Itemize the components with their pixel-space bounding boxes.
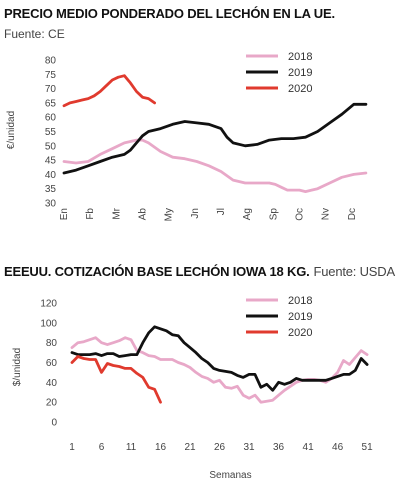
chart1-title: PRECIO MEDIO PONDERADO DEL LECHÓN EN LA … xyxy=(4,6,335,21)
chart2-legend-label-2020: 2020 xyxy=(288,327,312,339)
chart2-y-tick-label: 0 xyxy=(51,418,57,429)
chart1-y-tick-label: 80 xyxy=(45,56,57,67)
chart1-y-axis-label: €/unidad xyxy=(6,111,17,149)
chart2-title: EEEUU. COTIZACIÓN BASE LECHÓN IOWA 18 KG… xyxy=(4,264,395,279)
chart2-source: Fuente: USDA xyxy=(313,264,396,279)
chart2-x-tick-label: 1 xyxy=(69,442,75,453)
chart1-y-tick-label: 55 xyxy=(45,127,57,138)
chart1-y-tick-label: 50 xyxy=(45,141,57,152)
chart1-y-tick-label: 35 xyxy=(45,184,57,195)
chart1-legend-label-2019: 2019 xyxy=(288,67,312,79)
chart2-title-text: EEEUU. COTIZACIÓN BASE LECHÓN IOWA 18 KG… xyxy=(4,264,310,279)
chart2-x-tick-label: 21 xyxy=(184,442,196,453)
chart2-x-axis-label: Semanas xyxy=(209,470,251,481)
chart2-x-tick-label: 16 xyxy=(155,442,167,453)
chart2-x-tick-label: 11 xyxy=(126,442,137,453)
chart2-y-tick-label: 100 xyxy=(40,318,57,329)
chart1-y-tick-label: 45 xyxy=(45,156,57,167)
chart1-y-tick-label: 70 xyxy=(45,84,57,95)
chart1-x-tick-label: Oc xyxy=(295,208,306,221)
chart2-x-tick-label: 36 xyxy=(273,442,285,453)
chart1-legend-label-2020: 2020 xyxy=(288,83,312,95)
chart2-x-tick-label: 6 xyxy=(99,442,105,453)
chart1-legend-label-2018: 2018 xyxy=(288,51,312,63)
chart2-legend-label-2018: 2018 xyxy=(288,295,312,307)
chart1-x-tick-label: Jn xyxy=(190,208,201,219)
chart2-y-tick-label: 120 xyxy=(40,299,57,310)
chart2-y-tick-label: 20 xyxy=(46,398,58,409)
chart1-series-2019-line xyxy=(62,102,368,175)
chart1-y-tick-label: 30 xyxy=(45,199,57,210)
chart2-x-tick-label: 51 xyxy=(362,442,374,453)
chart2-series-2019-line xyxy=(70,325,369,392)
chart1-x-tick-label: Dc xyxy=(347,208,358,220)
chart1-source: Fuente: CE xyxy=(4,27,65,41)
chart1-plot: €/unidad 30 35 40 45 50 55 60 65 70 75 80 En Fb Mr Ab My… xyxy=(6,51,368,221)
chart1-x-tick-label: Sp xyxy=(268,208,279,221)
chart2-x-tick-label: 41 xyxy=(303,442,315,453)
chart1-y-tick-label: 65 xyxy=(45,98,57,109)
chart1-y-tick-label: 60 xyxy=(45,113,57,124)
chart2-x-tick-label: 46 xyxy=(332,442,344,453)
chart2-y-tick-label: 60 xyxy=(46,358,58,369)
chart2-y-axis-label: $/unidad xyxy=(12,348,23,386)
chart1-series-2018-line xyxy=(62,138,368,194)
chart2-y-tick-label: 80 xyxy=(46,338,58,349)
chart1-x-tick-label: My xyxy=(164,208,175,221)
chart1-series-2020-line xyxy=(62,74,157,108)
chart1-x-tick-label: Mr xyxy=(111,207,122,219)
chart2-x-tick-label: 31 xyxy=(243,442,255,453)
chart2-series-2020-line xyxy=(70,355,162,404)
chart1-x-tick-label: Nv xyxy=(321,208,332,220)
chart2-y-tick-label: 40 xyxy=(46,378,58,389)
chart1-x-tick-label: En xyxy=(59,208,70,220)
chart1-y-tick-label: 75 xyxy=(45,70,57,81)
chart1-y-tick-label: 40 xyxy=(45,170,57,181)
chart1-x-tick-label: Fb xyxy=(85,208,96,220)
chart2-x-tick-label: 26 xyxy=(214,442,226,453)
chart1-x-tick-label: Jl xyxy=(216,208,227,215)
chart1-x-tick-label: Ab xyxy=(138,208,149,221)
chart1-x-tick-label: Ag xyxy=(242,208,253,220)
chart2-legend-label-2019: 2019 xyxy=(288,311,312,323)
